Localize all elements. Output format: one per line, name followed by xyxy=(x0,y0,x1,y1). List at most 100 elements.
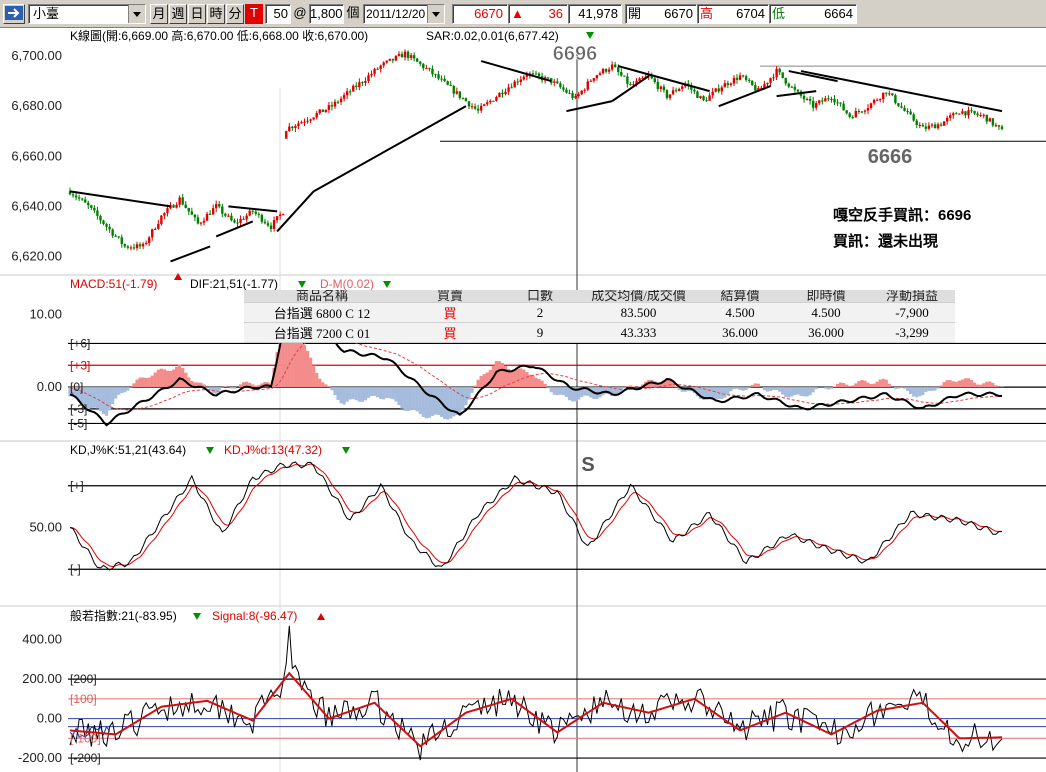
candle-body xyxy=(303,121,306,123)
date-select[interactable]: 2011/12/20 xyxy=(363,4,445,24)
macd-histogram-bar xyxy=(290,308,294,388)
cell-avg-price: 43.333 xyxy=(580,322,697,343)
macd-histogram-bar xyxy=(394,387,398,402)
candle-body xyxy=(288,126,291,132)
candle-body xyxy=(373,68,376,74)
candle-body xyxy=(309,119,312,121)
price-input[interactable]: 1,800 xyxy=(309,4,344,24)
macd-histogram-bar xyxy=(625,385,629,388)
macd-histogram-bar xyxy=(83,387,87,409)
candle-body xyxy=(218,204,221,207)
candle-body xyxy=(205,213,209,221)
back-button[interactable] xyxy=(3,4,25,24)
change-box: ▲ 36 xyxy=(508,4,568,24)
period-hour-button[interactable]: 時 xyxy=(207,4,225,24)
candle-body xyxy=(717,88,720,92)
candle-body xyxy=(604,69,608,72)
cci-signal-header: Signal:8(-96.47) xyxy=(212,609,297,623)
candle-body xyxy=(918,124,921,126)
candle-body xyxy=(525,75,529,77)
macd-histogram-bar xyxy=(765,387,770,392)
macd-histogram-bar xyxy=(120,387,124,394)
chevron-down-icon[interactable] xyxy=(427,5,444,23)
macd-histogram-bar xyxy=(150,375,154,388)
cell-lots: 2 xyxy=(500,302,580,323)
candle-body xyxy=(942,121,946,126)
macd-histogram-bar xyxy=(342,387,346,405)
macd-histogram-bar xyxy=(829,387,834,389)
candle-body xyxy=(345,91,349,96)
table-row[interactable]: 台指選 7200 C 01 買 9 43.333 36.000 36.000 -… xyxy=(244,322,955,343)
macd-histogram-bar xyxy=(564,387,569,397)
macd-histogram-bar xyxy=(171,369,176,388)
candle-body xyxy=(306,120,309,122)
last-price: 6670 xyxy=(452,4,508,24)
macd-histogram-bar xyxy=(430,387,435,416)
candle-body xyxy=(845,110,848,114)
candle-body xyxy=(592,78,596,81)
period-minute-button[interactable]: 分 xyxy=(226,4,244,24)
chevron-down-icon[interactable] xyxy=(128,5,145,23)
candle-body xyxy=(202,220,206,223)
macd-histogram-bar xyxy=(939,385,943,388)
candle-body xyxy=(863,110,867,112)
macd-histogram-bar xyxy=(95,387,100,409)
macd-histogram-bar xyxy=(138,377,142,388)
macd-histogram-bar xyxy=(409,387,413,411)
candle-body xyxy=(248,210,251,216)
candle-body xyxy=(467,101,471,107)
candle-body xyxy=(970,110,973,112)
macd-histogram-bar xyxy=(534,377,538,388)
macd-histogram-bar xyxy=(899,387,904,389)
macd-histogram-bar xyxy=(762,387,767,391)
macd-histogram-bar xyxy=(805,387,809,397)
chart-area[interactable]: 6,700.00 6,680.00 6,660.00 6,640.00 6,620.00… xyxy=(0,28,1046,772)
macd-histogram-bar xyxy=(446,387,450,420)
level-label: [+3] xyxy=(70,358,90,372)
period-week-button[interactable]: 週 xyxy=(169,4,187,24)
macd-histogram-bar xyxy=(488,369,492,388)
candle-body xyxy=(172,205,175,208)
table-row[interactable]: 台指選 6800 C 12 買 2 83.500 4.500 4.500 -7,… xyxy=(244,302,955,323)
candle-body xyxy=(875,99,879,101)
kd-d-line xyxy=(69,463,1002,568)
qty-input[interactable]: 50 xyxy=(265,4,291,24)
candle-body xyxy=(790,86,794,88)
candle-body xyxy=(757,88,760,91)
macd-histogram-bar xyxy=(857,381,861,388)
symbol-select[interactable]: 小臺 xyxy=(28,4,146,24)
low-box: 低 6664 xyxy=(769,4,857,24)
macd-histogram-bar xyxy=(966,378,971,388)
candle-body xyxy=(138,244,142,247)
macd-histogram-bar xyxy=(443,387,447,419)
candle-body xyxy=(915,120,918,125)
candle-body xyxy=(866,108,870,111)
period-day-button[interactable]: 日 xyxy=(188,4,206,24)
tick-mode-button[interactable]: T xyxy=(245,4,263,24)
macd-histogram-bar xyxy=(570,387,575,402)
candle-body xyxy=(169,205,172,209)
candle-body xyxy=(163,212,166,216)
candle-body xyxy=(190,211,194,215)
candle-body xyxy=(598,73,602,76)
macd-histogram-bar xyxy=(467,387,471,400)
macd-histogram-bar xyxy=(254,385,258,388)
macd-histogram-bar xyxy=(558,387,562,395)
candle-body xyxy=(921,124,925,127)
candle-body xyxy=(735,77,739,80)
cci-signal-line xyxy=(69,671,1003,748)
trendline xyxy=(776,90,817,98)
candle-body xyxy=(446,81,449,85)
candle-body xyxy=(464,98,468,102)
high-box: 高 6704 xyxy=(697,4,769,24)
period-month-button[interactable]: 月 xyxy=(150,4,168,24)
candle-body xyxy=(720,87,723,92)
macd-histogram-bar xyxy=(893,387,897,389)
macd-histogram-bar xyxy=(711,387,715,398)
macd-histogram-bar xyxy=(933,387,937,391)
macd-histogram-bar xyxy=(315,372,319,388)
candle-body xyxy=(885,92,888,94)
candle-body xyxy=(872,99,876,104)
macd-histogram-bar xyxy=(299,339,304,388)
candle-body xyxy=(559,83,562,88)
